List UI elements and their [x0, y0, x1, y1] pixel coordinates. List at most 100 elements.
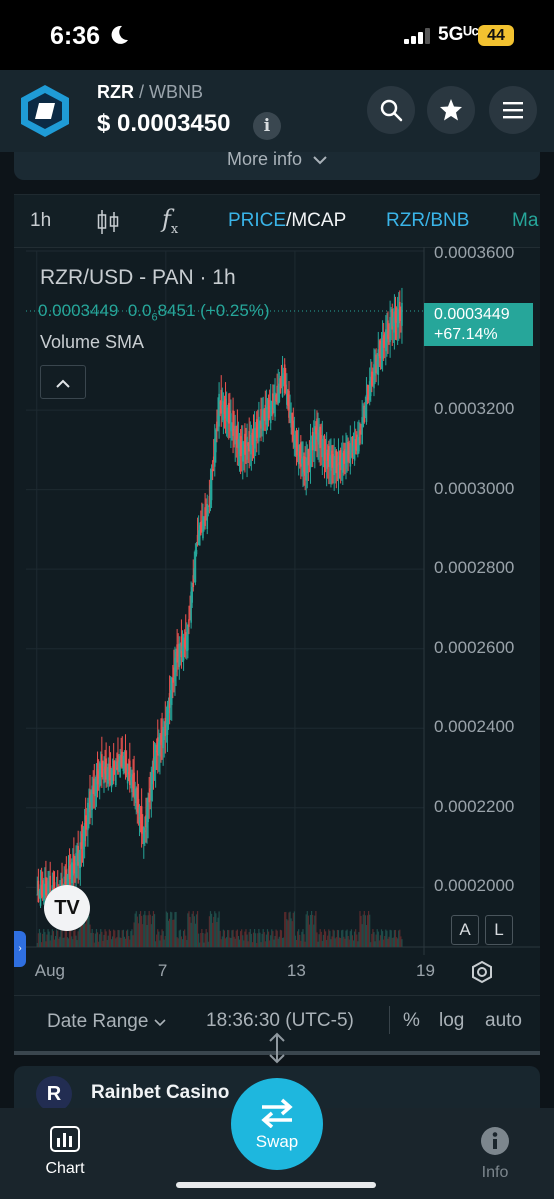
volume-bar [46, 934, 48, 947]
candle-body [376, 361, 379, 365]
candle-body [174, 657, 176, 682]
network-label: 5Gᵁᶜ [438, 24, 479, 45]
tradingview-logo[interactable]: TV [44, 885, 90, 931]
bar-chart-icon [50, 1126, 80, 1152]
candle-body [176, 644, 178, 663]
auto-scale-toggle[interactable]: auto [485, 1010, 522, 1031]
last-price-change: +67.14% [434, 326, 498, 343]
volume-bar [250, 933, 252, 947]
volume-bar [248, 932, 250, 947]
candle-body [116, 767, 118, 770]
candle-body [318, 432, 320, 445]
volume-bar [310, 911, 313, 947]
candle-body [235, 429, 238, 440]
candle-body [330, 454, 332, 471]
log-scale-button[interactable]: L [485, 915, 513, 945]
candle-body [201, 520, 203, 532]
chart-legend-values: 0.0003449 0.068451 (+0.25%) [38, 301, 270, 323]
candle-body [195, 549, 198, 555]
volume-bar [261, 933, 263, 947]
volume-bar [286, 919, 288, 947]
volume-bar [139, 911, 142, 947]
nav-info[interactable]: Info [472, 1126, 518, 1182]
search-icon [380, 99, 403, 122]
volume-bar [350, 929, 352, 947]
volume-bar [93, 942, 95, 947]
search-button[interactable] [367, 86, 415, 134]
menu-button[interactable] [489, 86, 537, 134]
battery-icon: 44 [478, 25, 514, 46]
candle-body [292, 420, 295, 441]
candle-body [266, 407, 269, 422]
pair-quote-toggle[interactable]: RZR/BNB [386, 210, 470, 231]
volume-bar [210, 913, 213, 947]
volume-bar [87, 911, 89, 947]
ma-button[interactable]: Ma [512, 210, 539, 231]
volume-bar [123, 936, 126, 947]
candle-body [262, 409, 264, 431]
candle-body [120, 754, 122, 767]
swap-button[interactable]: Swap [231, 1078, 323, 1170]
volume-bar [51, 929, 53, 947]
volume-bar [125, 930, 128, 947]
candle-body [340, 457, 343, 469]
volume-bar [117, 929, 119, 947]
resize-handle-icon[interactable] [266, 1032, 288, 1064]
more-info-bar[interactable]: More info [14, 149, 540, 180]
candle-body [249, 439, 252, 450]
auto-scale-button[interactable]: A [451, 915, 479, 945]
candle-body [85, 817, 88, 820]
candle-body [231, 422, 233, 424]
date-range-dropdown[interactable]: Date Range [47, 1011, 166, 1033]
nav-chart[interactable]: Chart [40, 1126, 90, 1178]
interval-selector[interactable]: 1h [30, 210, 52, 231]
candle-body [227, 403, 230, 424]
info-icon[interactable]: i [253, 112, 281, 140]
volume-bar [232, 929, 234, 947]
indicators-button[interactable]: fx [162, 205, 178, 237]
candle-body [298, 451, 301, 457]
volume-bar [65, 929, 67, 947]
candle-body [301, 458, 303, 464]
volume-bar [161, 929, 163, 947]
volume-bar [366, 915, 369, 947]
volume-bar [295, 939, 298, 947]
favorite-button[interactable] [427, 86, 475, 134]
volume-bar [94, 933, 96, 947]
volume-bar [53, 939, 56, 947]
price-chart[interactable] [14, 247, 540, 955]
percent-scale-toggle[interactable]: % [403, 1010, 420, 1031]
volume-bar [92, 932, 94, 947]
log-scale-toggle[interactable]: log [439, 1010, 465, 1031]
volume-bar [355, 929, 357, 947]
candle-body [45, 876, 47, 896]
price-mcap-toggle[interactable]: PRICE/MCAP [228, 210, 346, 232]
volume-bar [401, 939, 403, 947]
volume-bar [200, 932, 202, 947]
volume-bar [379, 935, 382, 947]
volume-bar [49, 940, 51, 947]
side-panel-toggle[interactable]: › [14, 931, 26, 967]
candle-body [129, 760, 131, 786]
candle-body [115, 761, 117, 786]
volume-bar [333, 930, 335, 947]
volume-bar [109, 930, 112, 947]
more-info-toggle[interactable]: More info [14, 149, 540, 170]
legend-collapse-button[interactable] [40, 365, 86, 399]
candle-body [154, 744, 157, 770]
candle-body [49, 875, 52, 900]
candle-body [192, 575, 195, 588]
candle-body [103, 762, 105, 784]
volume-bar [45, 941, 47, 947]
candle-body [96, 769, 99, 785]
volume-bar [72, 939, 74, 947]
settings-icon[interactable] [470, 960, 494, 984]
divider [389, 1006, 390, 1034]
candle-type-icon[interactable] [96, 209, 120, 235]
volume-bar [178, 930, 180, 947]
volume-bar [216, 922, 218, 947]
volume-bar [134, 913, 136, 947]
candle-body [104, 766, 106, 774]
timezone-clock[interactable]: 18:36:30 (UTC-5) [206, 1010, 354, 1031]
volume-bar [331, 936, 333, 947]
